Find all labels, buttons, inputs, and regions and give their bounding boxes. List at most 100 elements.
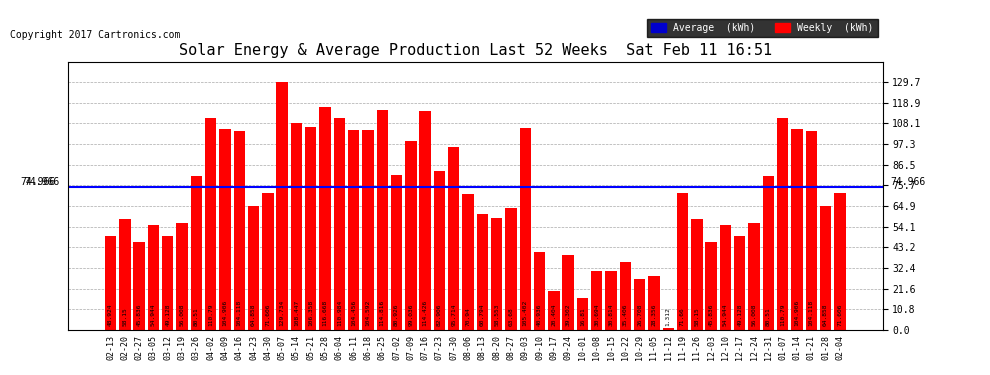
- Bar: [219, 129, 231, 330]
- Text: 49.128: 49.128: [165, 304, 170, 326]
- Text: 16.81: 16.81: [580, 308, 585, 326]
- Text: 80.926: 80.926: [394, 304, 399, 326]
- Bar: [176, 223, 188, 330]
- Bar: [534, 252, 545, 330]
- Text: 116.668: 116.668: [323, 300, 328, 326]
- Bar: [405, 141, 417, 330]
- Text: 71.66: 71.66: [680, 308, 685, 326]
- Text: 35.406: 35.406: [623, 304, 628, 326]
- Bar: [320, 107, 331, 330]
- Text: 1.312: 1.312: [665, 308, 671, 326]
- Bar: [548, 291, 559, 330]
- Bar: [291, 123, 302, 330]
- Bar: [334, 118, 346, 330]
- Bar: [391, 175, 402, 330]
- Bar: [262, 193, 273, 330]
- Text: 104.592: 104.592: [365, 300, 370, 326]
- Text: 99.036: 99.036: [408, 304, 414, 326]
- Bar: [276, 82, 288, 330]
- Bar: [191, 176, 202, 330]
- Bar: [562, 255, 574, 330]
- Bar: [205, 118, 217, 330]
- Text: 104.456: 104.456: [351, 300, 356, 326]
- Text: 45.836: 45.836: [137, 304, 142, 326]
- Text: 45.836: 45.836: [709, 304, 714, 326]
- Bar: [305, 126, 317, 330]
- Text: 60.794: 60.794: [480, 304, 485, 326]
- Text: 54.944: 54.944: [723, 304, 728, 326]
- Text: 110.984: 110.984: [337, 300, 342, 326]
- Text: 106.358: 106.358: [308, 300, 313, 326]
- Text: 48.924: 48.924: [108, 304, 113, 326]
- Bar: [520, 128, 531, 330]
- Text: 104.906: 104.906: [223, 300, 228, 326]
- Text: Copyright 2017 Cartronics.com: Copyright 2017 Cartronics.com: [10, 30, 180, 40]
- Bar: [448, 147, 459, 330]
- Bar: [362, 130, 373, 330]
- Text: 105.402: 105.402: [523, 300, 528, 326]
- Bar: [577, 298, 588, 330]
- Title: Solar Energy & Average Production Last 52 Weeks  Sat Feb 11 16:51: Solar Energy & Average Production Last 5…: [178, 43, 772, 58]
- Text: 40.936: 40.936: [537, 304, 543, 326]
- Text: 64.858: 64.858: [823, 304, 828, 326]
- Text: 26.708: 26.708: [638, 304, 643, 326]
- Bar: [677, 193, 688, 330]
- Text: 74.966: 74.966: [21, 177, 55, 187]
- Bar: [376, 110, 388, 330]
- Text: 58.15: 58.15: [123, 308, 128, 326]
- Bar: [806, 131, 817, 330]
- Text: 104.906: 104.906: [794, 300, 800, 326]
- Text: 108.447: 108.447: [294, 300, 299, 326]
- Bar: [248, 206, 259, 330]
- Bar: [791, 129, 803, 330]
- Bar: [648, 276, 659, 330]
- Bar: [777, 118, 788, 330]
- Text: 39.302: 39.302: [565, 304, 570, 326]
- Bar: [148, 225, 159, 330]
- Text: 54.944: 54.944: [150, 304, 156, 326]
- Text: 71.606: 71.606: [265, 304, 270, 326]
- Text: 20.404: 20.404: [551, 304, 556, 326]
- Bar: [347, 130, 359, 330]
- Text: 74.966: 74.966: [25, 177, 59, 187]
- Bar: [762, 176, 774, 330]
- Bar: [835, 193, 845, 330]
- Text: 63.68: 63.68: [509, 308, 514, 326]
- Text: 56.008: 56.008: [751, 304, 756, 326]
- Bar: [620, 262, 631, 330]
- Bar: [820, 206, 832, 330]
- Bar: [462, 194, 474, 330]
- Bar: [691, 219, 703, 330]
- Text: 56.008: 56.008: [179, 304, 184, 326]
- Text: 82.906: 82.906: [437, 304, 442, 326]
- Bar: [234, 131, 245, 330]
- Text: 110.79: 110.79: [780, 304, 785, 326]
- Bar: [605, 271, 617, 330]
- Bar: [134, 242, 145, 330]
- Text: 58.15: 58.15: [694, 308, 699, 326]
- Bar: [119, 219, 131, 330]
- Text: 28.356: 28.356: [651, 304, 656, 326]
- Bar: [634, 279, 645, 330]
- Text: 114.816: 114.816: [380, 300, 385, 326]
- Text: 104.118: 104.118: [809, 300, 814, 326]
- Text: 110.79: 110.79: [208, 304, 213, 326]
- Text: 64.858: 64.858: [251, 304, 256, 326]
- Bar: [720, 225, 732, 330]
- Legend: Average  (kWh), Weekly  (kWh): Average (kWh), Weekly (kWh): [647, 19, 878, 36]
- Bar: [105, 237, 116, 330]
- Bar: [748, 223, 759, 330]
- Text: 80.51: 80.51: [194, 308, 199, 326]
- Text: 58.553: 58.553: [494, 304, 499, 326]
- Bar: [491, 218, 502, 330]
- Bar: [420, 111, 431, 330]
- Text: 71.606: 71.606: [838, 304, 842, 326]
- Text: 129.734: 129.734: [279, 300, 285, 326]
- Text: 80.51: 80.51: [766, 308, 771, 326]
- Bar: [476, 214, 488, 330]
- Text: 114.426: 114.426: [423, 300, 428, 326]
- Bar: [591, 272, 603, 330]
- Bar: [162, 236, 173, 330]
- Text: 49.128: 49.128: [738, 304, 742, 326]
- Bar: [505, 208, 517, 330]
